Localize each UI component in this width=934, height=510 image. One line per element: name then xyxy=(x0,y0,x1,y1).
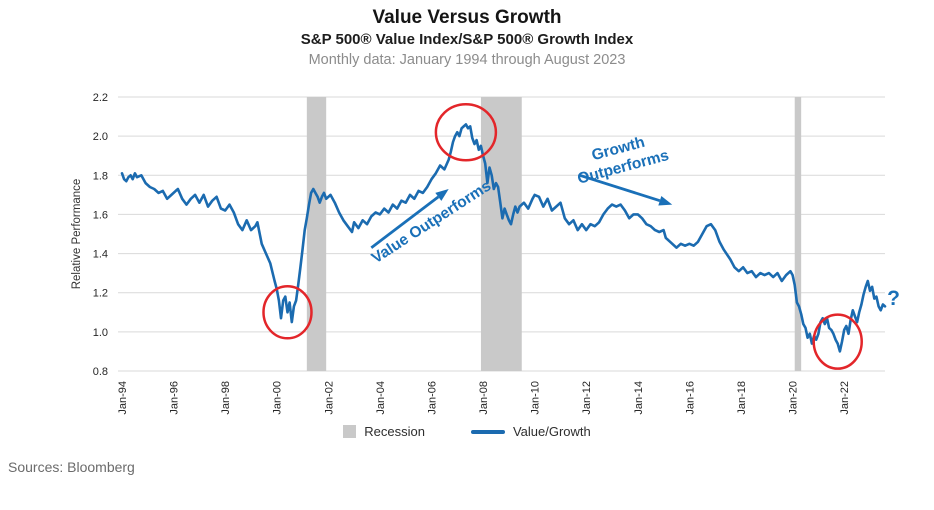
y-tick-label: 1.8 xyxy=(93,170,108,182)
x-tick-label: Jan-02 xyxy=(323,381,335,415)
x-tick-label: Jan-16 xyxy=(684,381,696,415)
chart-header: Value Versus Growth S&P 500® Value Index… xyxy=(0,6,934,70)
value-outperforms-arrow-head xyxy=(435,188,449,201)
y-tick-label: 2.2 xyxy=(93,92,108,104)
recession-swatch xyxy=(343,425,357,438)
x-tick-label: Jan-12 xyxy=(581,381,593,415)
chart-title: Value Versus Growth xyxy=(372,7,562,28)
legend-item-value-growth: Value/Growth xyxy=(470,424,591,439)
y-axis-title: Relative Performance xyxy=(71,179,83,290)
recession-band xyxy=(794,97,802,371)
chart-legend: Recession Value/Growth xyxy=(0,424,934,439)
value-outperforms-arrow xyxy=(370,195,440,249)
x-tick-label: Jan-08 xyxy=(478,381,490,415)
highlight-circle xyxy=(262,285,313,340)
x-tick-label: Jan-96 xyxy=(169,381,181,415)
x-tick-label: Jan-06 xyxy=(426,381,438,415)
x-tick-label: Jan-10 xyxy=(530,381,542,415)
legend-item-recession: Recession xyxy=(343,424,425,439)
recession-band xyxy=(306,97,327,371)
recession-band xyxy=(480,97,522,371)
y-tick-label: 1.6 xyxy=(93,209,108,221)
y-tick-label: 0.8 xyxy=(93,366,108,378)
x-tick-label: Jan-98 xyxy=(220,381,232,415)
chart-canvas: 0.8 1.0 1.2 1.4 1.6 1.8 2.0 2.2 Relative Perform… xyxy=(71,92,900,415)
legend-recession-label: Recession xyxy=(364,424,425,439)
x-tick-label: Jan-00 xyxy=(272,381,284,415)
sources-note: Sources: Bloomberg xyxy=(8,459,135,475)
x-tick-label: Jan-04 xyxy=(375,381,387,415)
chart-subtitle: S&P 500® Value Index/S&P 500® Growth Ind… xyxy=(300,31,634,49)
legend-series-label: Value/Growth xyxy=(512,424,591,439)
y-tick-label: 1.2 xyxy=(93,288,108,300)
highlight-circle xyxy=(812,313,863,370)
growth-outperforms-arrow-head xyxy=(658,195,673,206)
highlight-circle xyxy=(434,102,498,162)
y-tick-label: 1.0 xyxy=(93,327,108,339)
question-mark-annotation: ? xyxy=(887,287,900,310)
series-line-swatch xyxy=(470,429,505,434)
chart-period-note: Monthly data: January 1994 through Augus… xyxy=(308,52,626,69)
x-tick-label: Jan-20 xyxy=(788,381,800,415)
x-tick-label: Jan-22 xyxy=(839,381,851,415)
value-growth-line xyxy=(120,123,887,353)
growth-outperforms-arrow xyxy=(579,173,661,203)
x-tick-label: Jan-18 xyxy=(736,381,748,415)
y-tick-label: 1.4 xyxy=(93,249,108,261)
y-tick-label: 2.0 xyxy=(93,131,108,143)
x-tick-label: Jan-94 xyxy=(117,381,129,415)
x-tick-label: Jan-14 xyxy=(633,381,645,415)
